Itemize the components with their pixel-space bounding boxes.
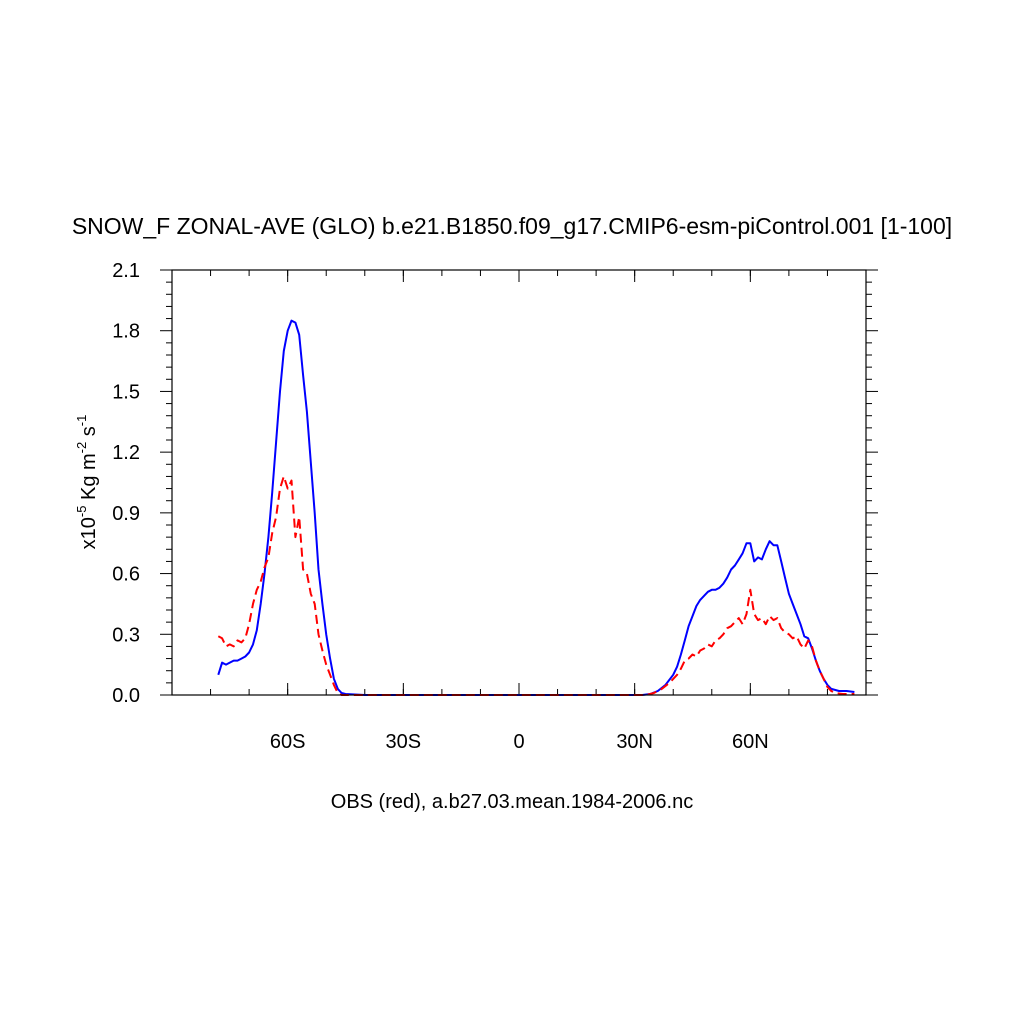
data-lines [217,319,855,696]
axis-ticks [160,269,878,696]
y-tick-labels: 0.0 0.3 0.6 0.9 1.2 1.5 1.8 2.1 [112,260,140,707]
y-tick-label: 0.3 [112,624,140,646]
x-tick-label: 0 [513,731,524,753]
x-tick-labels: 60S 30S 0 30N 60N [270,731,769,753]
y-tick-label: 1.5 [112,381,140,403]
model-series-line [217,319,855,696]
x-axis-label: OBS (red), a.b27.03.mean.1984-2006.nc [331,791,693,813]
y-tick-label: 0.9 [112,503,140,525]
x-tick-label: 30N [616,731,653,753]
y-tick-label: 1.8 [112,321,140,343]
x-tick-label: 60N [732,731,769,753]
y-tick-label: 2.1 [112,260,140,282]
chart-title: SNOW_F ZONAL-AVE (GLO) b.e21.B1850.f09_g… [72,213,952,239]
y-tick-label: 1.2 [112,442,140,464]
x-tick-label: 30S [386,731,422,753]
x-tick-label: 60S [270,731,306,753]
obs-series-line [217,475,855,696]
plot-frame [171,269,867,696]
y-axis-label: x10-5 Kg m-2 s-1 [74,415,100,550]
y-tick-label: 0.6 [112,564,140,586]
y-tick-label: 0.0 [112,685,140,707]
